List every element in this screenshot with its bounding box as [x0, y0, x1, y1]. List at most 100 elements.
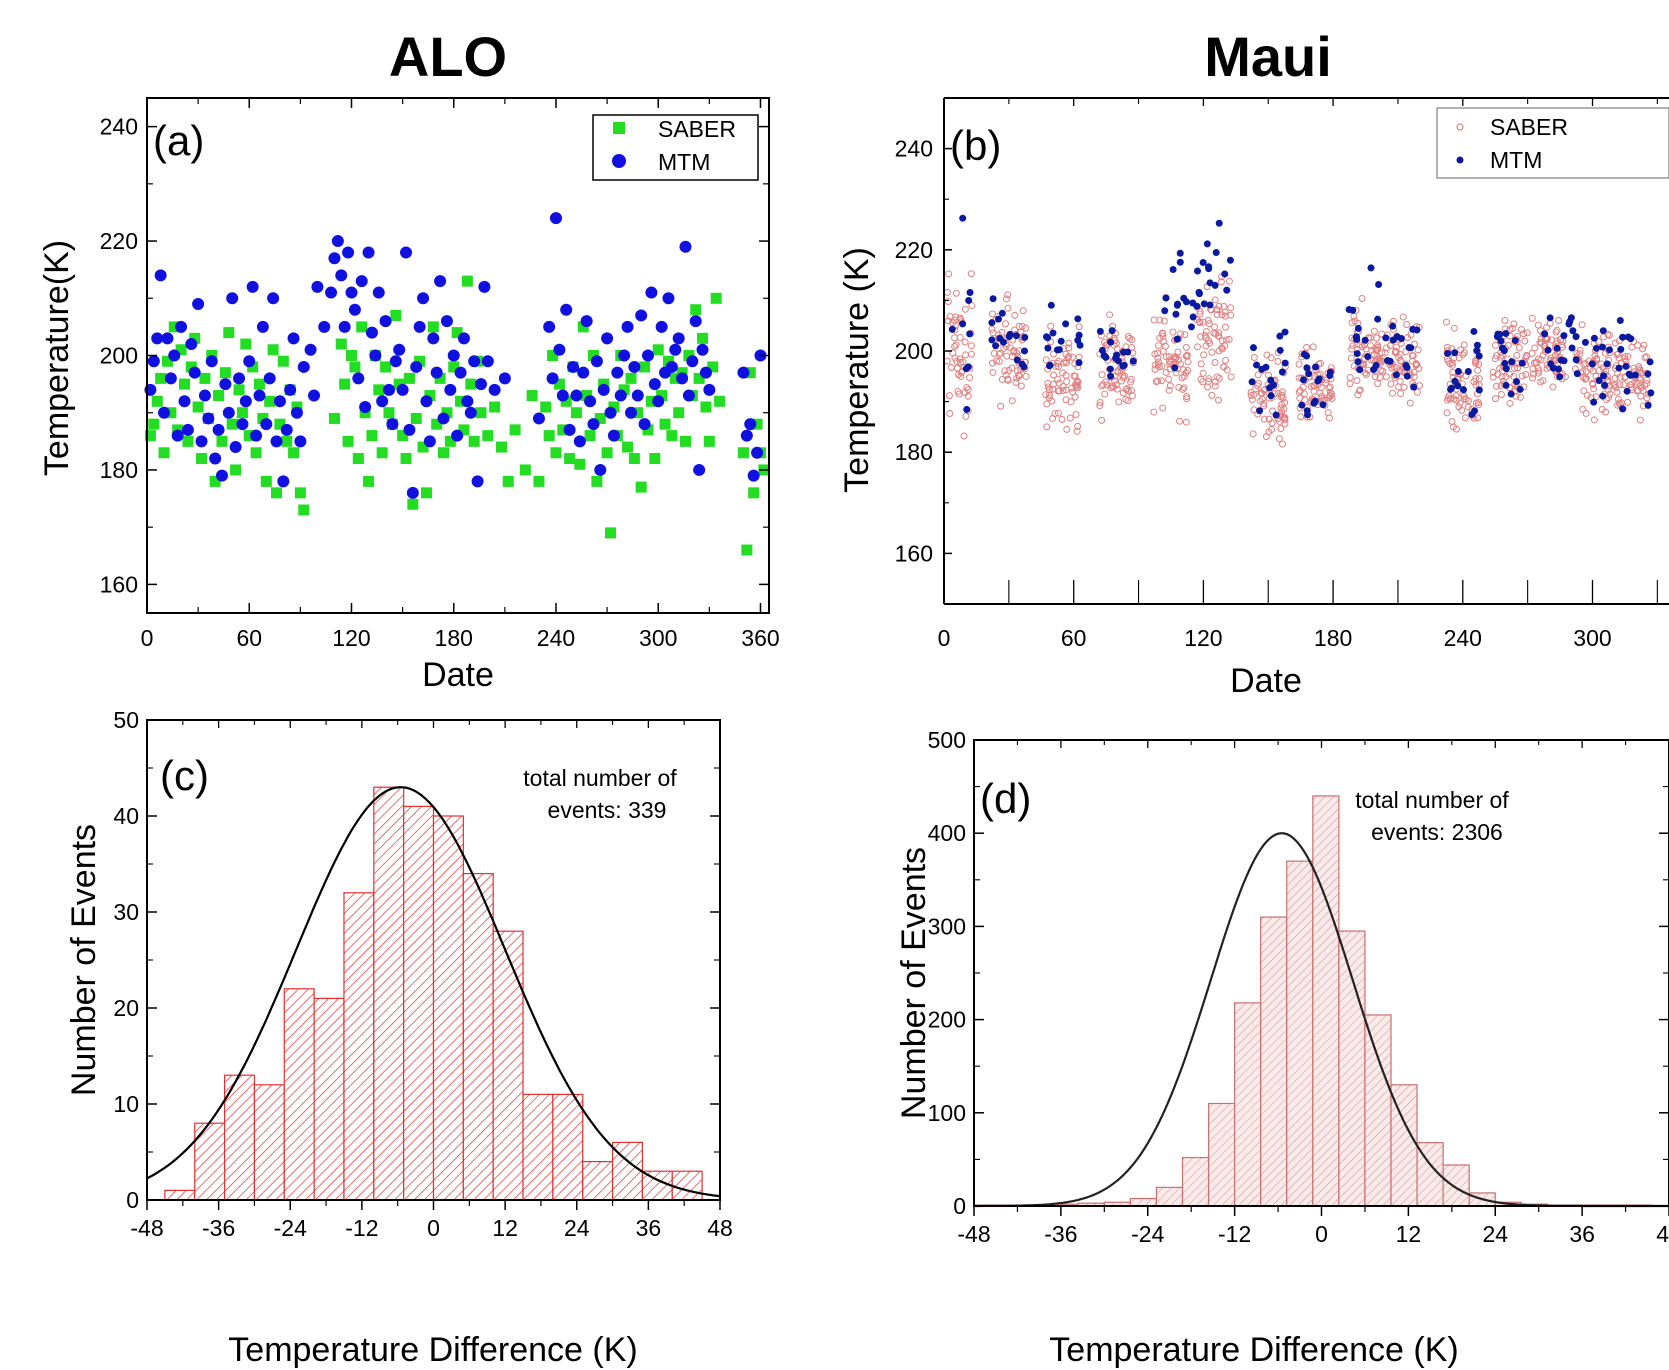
- b-saber-point: [1378, 349, 1386, 357]
- b-saber-point: [1326, 414, 1334, 422]
- b-saber-point: [1050, 380, 1058, 388]
- b-saber-point: [1263, 351, 1271, 359]
- b-saber-point: [1215, 347, 1223, 355]
- b-mtm-point: [1459, 386, 1467, 394]
- a-legend: SABER MTM: [592, 114, 759, 181]
- b-mtm-point: [959, 214, 967, 222]
- a-saber-point: [465, 378, 477, 390]
- a-saber-point: [553, 378, 565, 390]
- b-saber-point: [1182, 352, 1190, 360]
- a-saber-point: [199, 372, 211, 384]
- b-saber-point: [1529, 370, 1537, 378]
- a-mtm-point: [689, 315, 702, 328]
- b-saber-point: [952, 341, 960, 349]
- b-saber-point: [1383, 344, 1391, 352]
- b-saber-point: [1518, 372, 1526, 380]
- d-ytick-label: 500: [928, 727, 966, 753]
- d-ylabel: Number of Events: [895, 847, 933, 1119]
- b-saber-point: [1590, 385, 1598, 393]
- b-mtm-point: [1349, 306, 1357, 314]
- a-saber-point: [584, 430, 596, 442]
- c-bar: [403, 805, 435, 1201]
- a-mtm-point: [229, 441, 242, 454]
- c-xtick-label: 0: [427, 1215, 440, 1241]
- b-saber-point: [1595, 338, 1603, 346]
- a-saber-point: [652, 344, 664, 356]
- b-mtm-point: [1448, 384, 1456, 392]
- d-bar: [1442, 1164, 1470, 1207]
- b-saber-point: [1300, 390, 1308, 398]
- a-panel-label: (a): [153, 117, 204, 164]
- c-bar: [432, 815, 464, 1201]
- a-saber-point: [158, 447, 170, 459]
- a-mtm-point: [577, 366, 590, 379]
- a-mtm-point: [696, 343, 709, 356]
- b-saber-point: [1022, 324, 1030, 332]
- b-saber-point: [1252, 385, 1260, 393]
- a-xtick-label: 300: [639, 625, 677, 651]
- d-bar: [1260, 916, 1288, 1207]
- a-saber-point: [393, 378, 405, 390]
- b-mtm-point: [1409, 325, 1417, 333]
- b-mtm-point: [1098, 346, 1106, 354]
- b-saber-point: [1595, 366, 1603, 374]
- b-saber-point: [964, 392, 972, 400]
- a-saber-point: [577, 321, 589, 333]
- b-saber-point: [1325, 384, 1333, 392]
- b-saber-point: [1215, 374, 1223, 382]
- b-saber-point: [1054, 375, 1062, 383]
- b-mtm-point: [1047, 301, 1055, 309]
- a-saber-point: [540, 401, 552, 413]
- c-xtick-label: 36: [636, 1215, 662, 1241]
- b-xtick-label: 120: [1184, 625, 1222, 651]
- b-mtm-point: [1212, 249, 1220, 257]
- a-saber-point: [751, 418, 763, 430]
- title-left: ALO: [389, 25, 507, 88]
- a-saber-point: [564, 453, 576, 464]
- b-saber-point: [1349, 342, 1357, 350]
- b-saber-point: [1218, 337, 1226, 345]
- b-saber-point: [1072, 411, 1080, 419]
- b-saber-point: [1069, 388, 1077, 396]
- b-saber-point: [1461, 414, 1469, 422]
- b-mtm-point: [1107, 372, 1115, 380]
- b-saber-point: [1489, 373, 1497, 381]
- b-saber-point: [944, 317, 952, 325]
- b-saber-point: [1102, 378, 1110, 386]
- a-saber-point: [587, 350, 599, 361]
- b-saber-point: [1613, 351, 1621, 359]
- a-mtm-point: [618, 349, 631, 362]
- a-saber-point: [625, 372, 637, 384]
- a-saber-point: [744, 367, 756, 379]
- a-saber-point: [339, 378, 351, 390]
- b-mtm-point: [1074, 315, 1082, 323]
- a-mtm-point: [185, 338, 198, 351]
- b-panel-label: (b): [950, 122, 1001, 169]
- b-mtm-point: [1315, 375, 1323, 383]
- b-mtm-point: [1569, 327, 1577, 335]
- b-saber-point: [1160, 337, 1168, 345]
- b-mtm-point: [964, 363, 972, 371]
- b-mtm-point: [1114, 357, 1122, 365]
- b-mtm-point: [1605, 346, 1613, 354]
- a-saber-point: [642, 424, 654, 436]
- b-saber-point: [1400, 383, 1408, 391]
- b-saber-point: [1389, 389, 1397, 397]
- b-saber-point: [1227, 373, 1235, 381]
- a-saber-point: [605, 527, 617, 539]
- a-saber-point: [226, 418, 238, 430]
- b-saber-point: [1179, 385, 1187, 393]
- b-saber-point: [1278, 388, 1286, 396]
- b-saber-point: [1413, 361, 1421, 369]
- a-saber-point: [622, 441, 634, 453]
- b-saber-point: [1062, 359, 1070, 367]
- b-saber-point: [1640, 382, 1648, 390]
- d-ytick-label: 100: [928, 1100, 966, 1126]
- b-saber-point: [1353, 376, 1361, 384]
- a-mtm-point: [471, 475, 484, 488]
- a-mtm-point: [345, 286, 358, 299]
- b-saber-point: [1374, 380, 1382, 388]
- b-saber-point: [1373, 334, 1381, 342]
- b-saber-point: [947, 363, 955, 371]
